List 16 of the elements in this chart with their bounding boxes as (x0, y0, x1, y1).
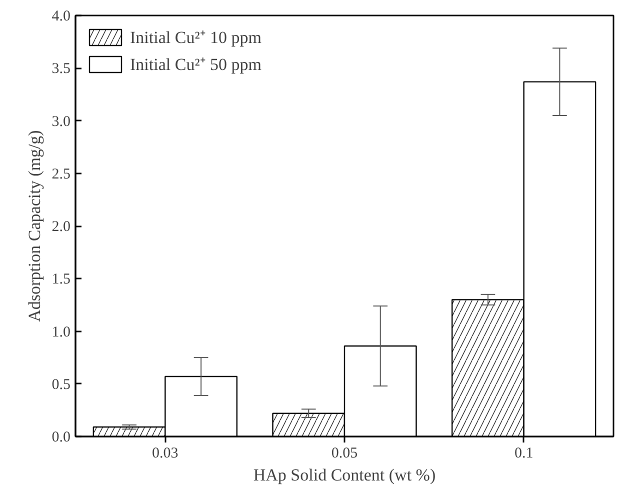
y-tick-label: 2.0 (52, 219, 70, 235)
legend-label: Initial Cu²⁺ 10 ppm (130, 27, 262, 48)
x-axis-title: HAp Solid Content (wt %) (253, 466, 436, 484)
y-axis-title: Adsorption Capacity (mg/g) (24, 130, 44, 322)
y-tick-label: 1.5 (52, 272, 70, 288)
x-tick-label: 0.05 (331, 446, 358, 462)
y-tick-label: 3.5 (52, 61, 70, 78)
y-tick-label: 4.0 (52, 8, 70, 24)
y-tick-label: 0.0 (52, 430, 70, 446)
x-tick-label: 0.1 (514, 446, 534, 462)
x-tick-label: 0.03 (152, 446, 178, 462)
y-tick-label: 2.5 (52, 166, 70, 182)
y-tick-label: 1.0 (52, 324, 70, 340)
legend-label: Initial Cu²⁺ 50 ppm (130, 54, 262, 75)
y-tick-label: 0.5 (52, 376, 70, 393)
y-tick-label: 3.0 (52, 114, 70, 130)
